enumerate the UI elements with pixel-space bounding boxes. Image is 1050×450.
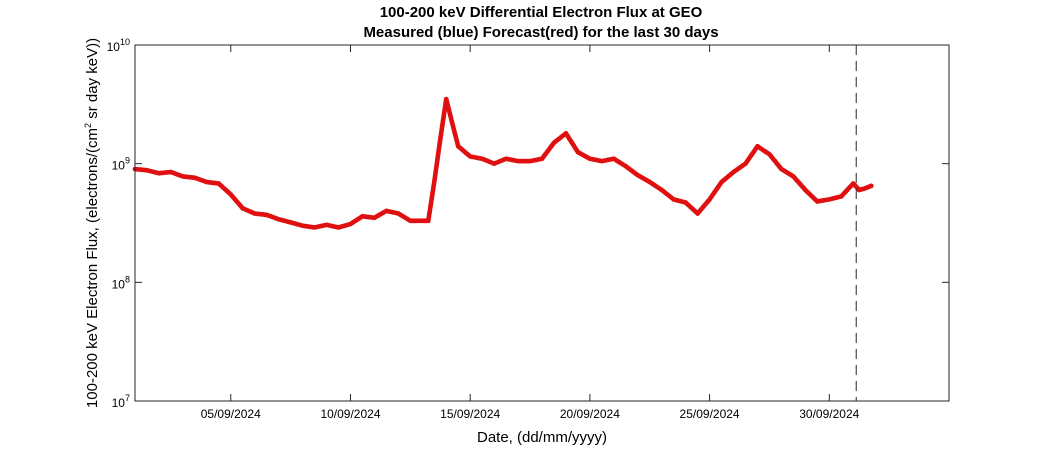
chart-title: 100-200 keV Differential Electron Flux a… [380, 4, 703, 21]
y-tick-label: 109 [112, 156, 130, 173]
y-tick-label: 107 [112, 393, 130, 410]
y-axis-label-tail: sr day keV)) [84, 38, 101, 123]
y-tick-base: 10 [107, 40, 121, 54]
y-tick-exponent: 8 [125, 274, 130, 284]
y-axis-label-main: 100-200 keV Electron Flux, (electrons/(c… [84, 128, 101, 408]
y-tick-exponent: 7 [125, 393, 130, 403]
x-tick-label: 25/09/2024 [680, 407, 740, 421]
x-axis-ticks: 05/09/2024 10/09/2024 15/09/2024 20/09/2024… [201, 45, 860, 421]
y-tick-base: 10 [112, 159, 126, 173]
y-axis-label-superscript: 2 [83, 123, 93, 128]
y-tick-label: 1010 [107, 37, 130, 54]
y-tick-label: 108 [112, 274, 130, 291]
y-axis-label: 100-200 keV Electron Flux, (electrons/(c… [83, 38, 101, 408]
y-tick-base: 10 [112, 396, 126, 410]
x-tick-label: 15/09/2024 [440, 407, 500, 421]
data-point [868, 183, 874, 189]
x-tick-label: 30/09/2024 [799, 407, 859, 421]
series-layer [132, 96, 874, 230]
chart-subtitle: Measured (blue) Forecast(red) for the la… [363, 24, 718, 41]
y-tick-exponent: 9 [125, 156, 130, 166]
y-tick-base: 10 [112, 277, 126, 291]
plot-area [135, 45, 949, 401]
plot-frame [134, 44, 950, 402]
x-tick-label: 20/09/2024 [560, 407, 620, 421]
x-axis-label: Date, (dd/mm/yyyy) [477, 429, 607, 446]
x-tick-label: 05/09/2024 [201, 407, 261, 421]
x-tick-label: 10/09/2024 [320, 407, 380, 421]
y-tick-exponent: 10 [120, 37, 130, 47]
